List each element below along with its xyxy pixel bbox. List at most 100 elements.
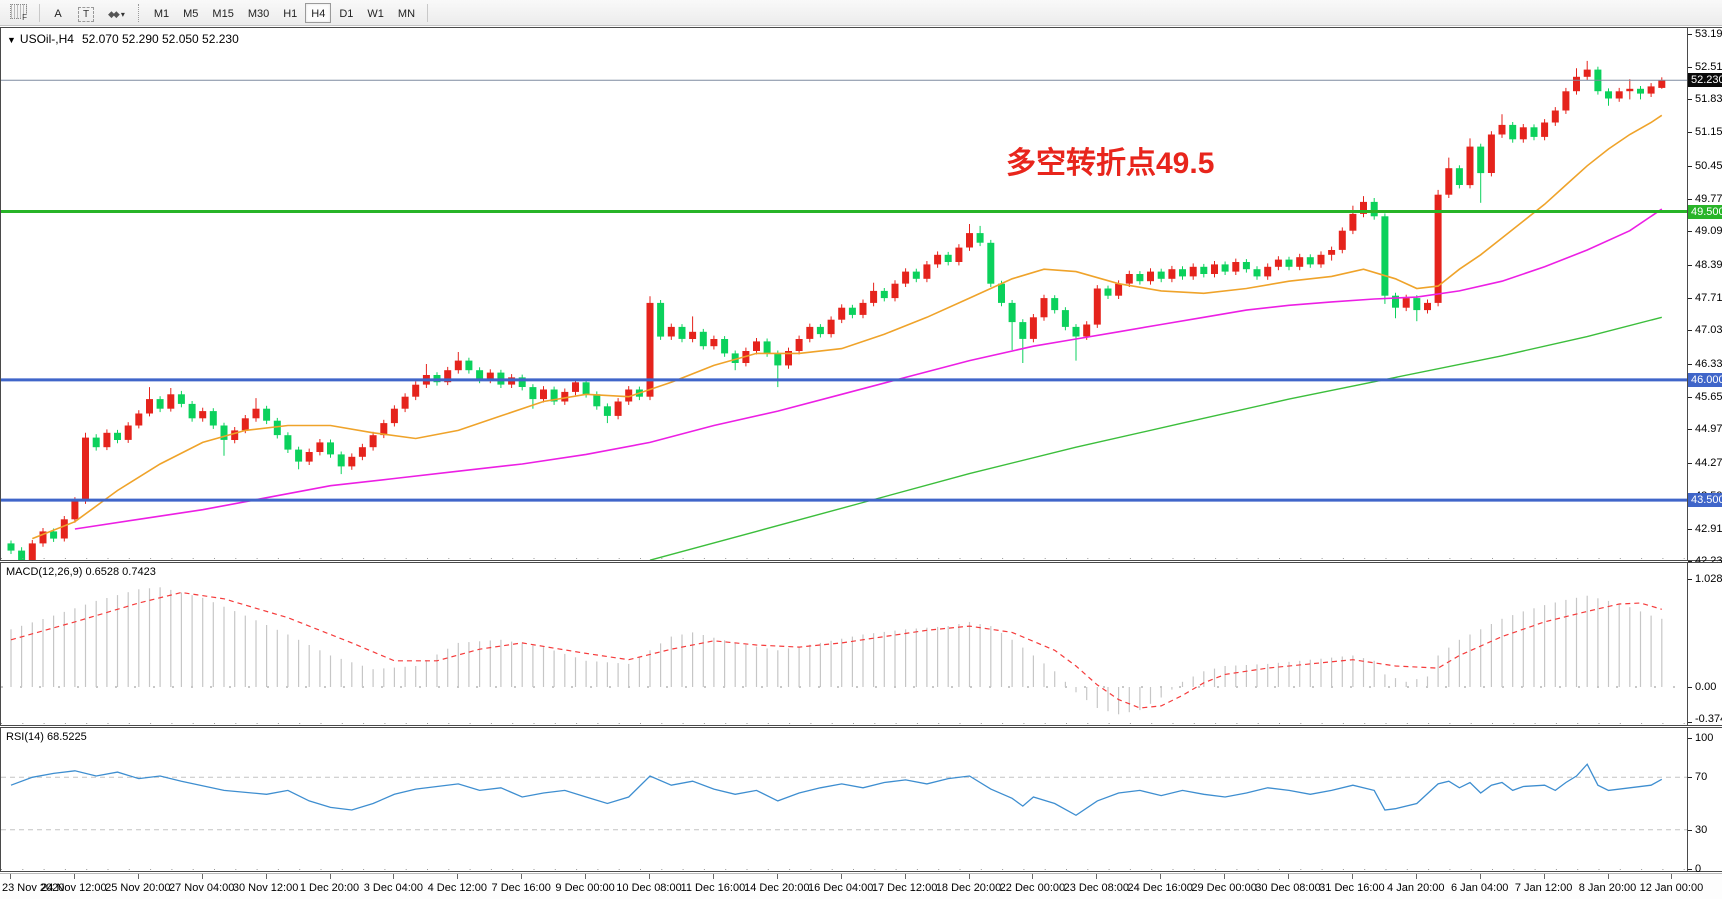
macd-label: MACD(12,26,9) 0.6528 0.7423 — [6, 566, 156, 578]
price-tick — [1688, 34, 1692, 35]
date-axis[interactable]: 23 Nov 2020 24 Nov 12:00 25 Nov 20:00 27 No… — [0, 873, 1722, 899]
price-tick-label: 44.970 — [1695, 423, 1722, 436]
date-label: 23 Dec 08:00 — [1063, 882, 1130, 894]
date-label: 30 Dec 08:00 — [1255, 882, 1321, 894]
date-label: 1 Dec 20:00 — [299, 882, 360, 894]
date-tick — [712, 874, 714, 879]
text-tool-button[interactable]: T — [72, 3, 100, 23]
timeframe-h4-button[interactable]: H4 — [305, 2, 332, 23]
rsi-tick-label: 70 — [1695, 771, 1708, 784]
letter-a-icon: A — [54, 7, 62, 20]
timeframe-m30-button[interactable]: M30 — [242, 3, 275, 23]
annotation-tool-button[interactable]: A — [46, 3, 70, 23]
text-box-icon: T — [78, 6, 94, 22]
rsi-chart[interactable] — [1, 728, 1687, 871]
macd-histogram — [10, 587, 1663, 715]
main-chart-panel: ▼ USOil-,H4 52.070 52.290 52.050 52.230 多空… — [0, 27, 1722, 567]
macd-chart[interactable] — [1, 563, 1687, 725]
macd-axis[interactable]: 1.0283 0.00 -0.3748 — [1687, 563, 1722, 725]
date-tick — [776, 874, 778, 879]
price-tick — [1688, 396, 1692, 398]
date-tick — [904, 874, 906, 879]
date-tick — [393, 874, 395, 879]
price-tick-label: 48.390 — [1695, 258, 1722, 271]
price-tick — [1688, 330, 1692, 332]
timeframe-h1-button[interactable]: H1 — [277, 3, 303, 23]
ma-mid-line — [74, 208, 1663, 530]
date-tick — [457, 874, 459, 879]
toolbar: F A T ◆◆ ▾ M1 M5 M15 M30 H1 H4 D1 W1 MN — [0, 0, 1722, 26]
date-tick — [1160, 874, 1162, 879]
price-tick — [1688, 561, 1692, 563]
price-tick-label: 44.270 — [1695, 457, 1722, 470]
date-label: 24 Dec 16:00 — [1127, 882, 1193, 894]
macd-signal-line — [10, 591, 1662, 709]
date-label: 9 Dec 00:00 — [555, 882, 615, 894]
price-tick-label: 42.910 — [1695, 522, 1722, 535]
price-tick-label: 49.090 — [1695, 225, 1722, 238]
price-tick — [1688, 264, 1692, 266]
rsi-tick — [1688, 829, 1692, 831]
symbol-dropdown-icon[interactable]: ▼ — [7, 35, 16, 45]
date-label: 23 Nov 2020 — [2, 882, 65, 894]
chart-text-annotation[interactable]: 多空转折点49.5 — [1006, 147, 1215, 180]
price-axis[interactable]: 53.190 52.510 51.830 51.150 50.450 49.770 49.0… — [1687, 28, 1722, 567]
date-label: 6 Jan 04:00 — [1450, 882, 1509, 894]
price-tick — [1688, 463, 1692, 465]
date-tick — [1351, 874, 1353, 879]
price-tick-label: 47.030 — [1695, 324, 1722, 337]
shapes-tool-button[interactable]: ◆◆ ▾ — [102, 3, 131, 23]
timeframe-w1-button[interactable]: W1 — [361, 3, 390, 23]
date-tick — [265, 874, 267, 879]
grid-tool-button[interactable]: F — [4, 3, 33, 23]
rsi-tick — [1688, 869, 1692, 870]
timeframe-m5-button[interactable]: M5 — [177, 3, 204, 23]
date-label: 4 Jan 20:00 — [1387, 882, 1445, 894]
rsi-value: 68.5225 — [46, 731, 87, 743]
candlestick-chart[interactable] — [1, 28, 1687, 560]
date-tick — [1543, 874, 1545, 879]
date-label: 27 Nov 04:00 — [168, 882, 235, 894]
price-tick-label: 42.230 — [1695, 556, 1722, 567]
rsi-tick-label: 100 — [1695, 732, 1714, 744]
date-tick — [1479, 874, 1481, 879]
rsi-tick — [1688, 738, 1692, 739]
timeframe-d1-button[interactable]: D1 — [333, 3, 359, 23]
macd-tick — [1688, 579, 1692, 580]
shapes-icon: ◆◆ — [108, 8, 120, 19]
rsi-panel: RSI(14) 68.5225 100 70 30 0 — [0, 727, 1722, 875]
rsi-axis[interactable]: 100 70 30 0 — [1687, 728, 1722, 875]
toolbar-separator — [39, 3, 40, 22]
macd-tick — [1688, 722, 1692, 723]
price-tag: 49.500 — [1688, 204, 1722, 219]
date-label: 24 Nov 12:00 — [41, 882, 107, 894]
ma-fast-line — [32, 114, 1663, 540]
price-tick — [1688, 429, 1692, 431]
date-tick — [840, 874, 842, 879]
rsi-label: RSI(14) 68.5225 — [6, 731, 87, 743]
macd-tick-label: 0.00 — [1695, 681, 1717, 693]
timeframe-mn-button[interactable]: MN — [392, 3, 421, 23]
date-tick — [1607, 874, 1609, 879]
date-label: 30 Nov 12:00 — [232, 882, 299, 894]
date-label: 12 Jan 00:00 — [1639, 882, 1704, 894]
date-label: 31 Dec 16:00 — [1319, 882, 1385, 894]
price-tick-label: 51.150 — [1695, 126, 1722, 139]
date-label: 17 Dec 12:00 — [871, 882, 938, 894]
date-label: 10 Dec 08:00 — [616, 882, 682, 894]
price-tick — [1688, 297, 1692, 299]
timeframe-m1-button[interactable]: M1 — [148, 3, 175, 23]
date-label: 7 Dec 16:00 — [491, 882, 551, 894]
date-label: 4 Dec 12:00 — [427, 882, 487, 894]
date-tick — [585, 874, 587, 879]
price-tick — [1688, 198, 1692, 200]
macd-tick-label: -0.3748 — [1695, 713, 1722, 725]
macd-panel: MACD(12,26,9) 0.6528 0.7423 1.0283 0.00 -0… — [0, 562, 1722, 726]
date-label: 18 Dec 20:00 — [935, 882, 1002, 894]
date-tick — [1415, 874, 1417, 879]
price-tick — [1688, 528, 1692, 530]
timeframe-m15-button[interactable]: M15 — [206, 3, 239, 23]
price-tick — [1688, 66, 1692, 68]
rsi-line — [10, 763, 1663, 817]
